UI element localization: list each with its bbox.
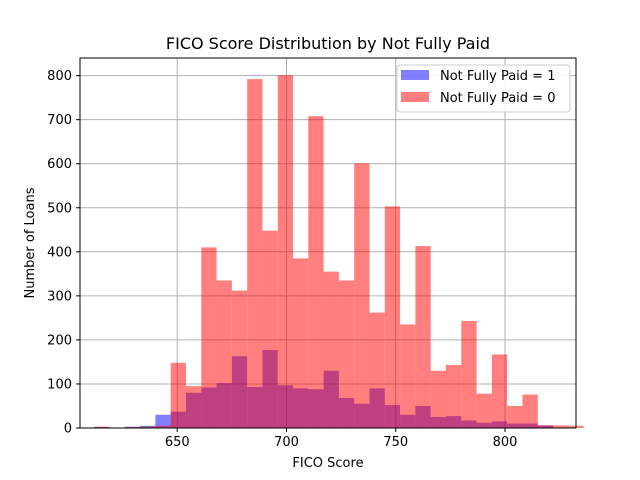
- bar-series-1-bin-28: [522, 394, 538, 428]
- bar-series-1-bin-16: [338, 280, 355, 428]
- bar-series-1-bin-19: [384, 206, 401, 428]
- y-tick-label: 500: [47, 201, 72, 216]
- axis-ticks: 650 700 750 800 0 100 200 300 400 500 600 700 800: [47, 69, 517, 450]
- y-axis-label: Number of Loans: [23, 187, 38, 298]
- plot-frame: [79, 57, 577, 429]
- bar-series-1-bin-22: [430, 370, 446, 428]
- bar-series-1-bin-15: [323, 271, 339, 428]
- x-tick-label: 650: [165, 435, 190, 450]
- bar-series-1-bin-24: [461, 320, 477, 428]
- legend-label-not-fully-paid-1: Not Fully Paid = 1: [440, 69, 555, 84]
- chart-title: FICO Score Distribution by Not Fully Pai…: [166, 34, 490, 53]
- bar-series-1-bin-4: [155, 425, 171, 428]
- bar-series-1-bin-6: [185, 386, 202, 428]
- y-tick-label: 400: [47, 245, 72, 260]
- y-tick-label: 100: [47, 377, 72, 392]
- x-axis-label: FICO Score: [292, 456, 363, 471]
- bar-series-1-bin-3: [140, 426, 156, 428]
- bar-series-1-bin-7: [201, 247, 217, 428]
- bar-series-1-bin-18: [369, 312, 385, 428]
- bar-series-1-bin-17: [354, 163, 370, 428]
- bar-series-0-bin-4: [155, 414, 171, 428]
- x-tick-label: 750: [383, 435, 408, 450]
- bar-series-1-bin-13: [293, 258, 309, 428]
- legend-label-not-fully-paid-0: Not Fully Paid = 0: [440, 91, 555, 106]
- bar-series-1-bin-20: [400, 324, 416, 428]
- legend-box: [396, 64, 571, 113]
- bar-series-1-bin-25: [476, 393, 492, 428]
- bar-series-1-bin-0: [94, 426, 110, 428]
- bar-series-1-bin-23: [445, 365, 462, 428]
- bar-series-1-bin-26: [491, 354, 508, 428]
- bar-series-1-bin-10: [247, 79, 263, 429]
- bar-series-1-bin-21: [415, 246, 431, 428]
- bar-series-1-bin-30: [553, 425, 569, 428]
- y-tick-label: 600: [47, 157, 72, 172]
- bar-series-1-bin-9: [231, 290, 248, 428]
- legend: Not Fully Paid = 1 Not Fully Paid = 0: [396, 64, 571, 113]
- bar-series-1-bin-27: [507, 405, 523, 428]
- histogram-bars: [94, 75, 584, 429]
- legend-swatch-not-fully-paid-0: [401, 92, 429, 102]
- bar-series-1-bin-11: [262, 230, 278, 428]
- y-tick-label: 800: [47, 69, 72, 84]
- bar-series-1-bin-5: [170, 362, 186, 428]
- bar-series-1-bin-12: [277, 75, 294, 428]
- y-tick-label: 0: [64, 422, 72, 437]
- bar-series-1-bin-8: [216, 280, 232, 428]
- y-tick-label: 300: [47, 289, 72, 304]
- legend-swatch-not-fully-paid-1: [401, 70, 429, 80]
- y-tick-label: 200: [47, 333, 72, 348]
- bar-series-1-bin-29: [537, 425, 554, 428]
- y-tick-label: 700: [47, 113, 72, 128]
- x-tick-label: 700: [274, 435, 299, 450]
- bar-series-1-bin-14: [308, 116, 324, 429]
- x-tick-label: 800: [493, 435, 518, 450]
